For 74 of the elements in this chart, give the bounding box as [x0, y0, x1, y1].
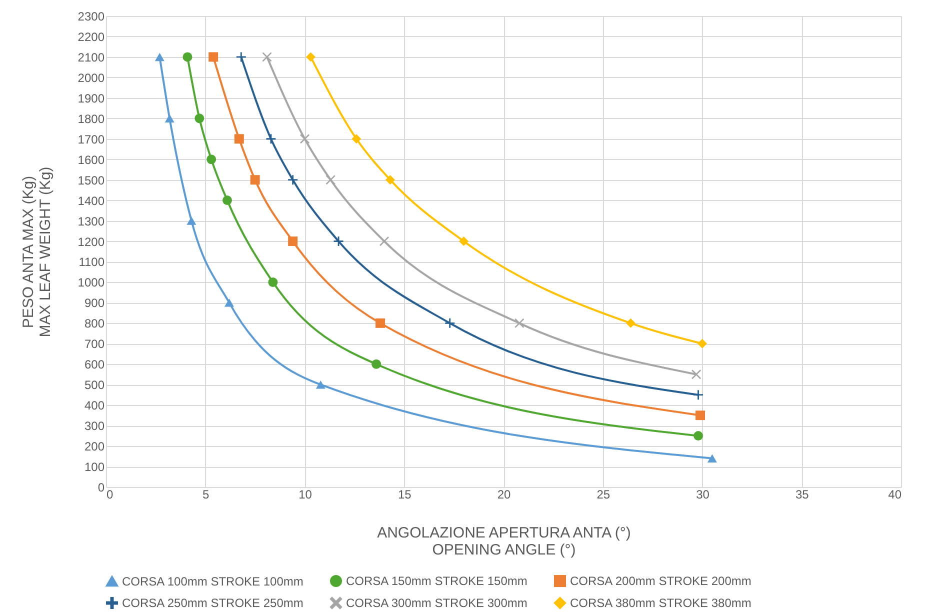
point	[694, 390, 704, 400]
point	[182, 52, 192, 62]
x-axis-title: ANGOLAZIONE APERTURA ANTA (°) OPENING ANGLE (°)	[377, 524, 631, 558]
legend-label: CORSA 250mm STROKE 250mm	[122, 596, 304, 610]
point	[445, 318, 455, 328]
legend-label: CORSA 300mm STROKE 300mm	[346, 596, 528, 610]
point	[194, 114, 204, 124]
x-tick-label: 0	[106, 488, 114, 502]
y-tick-label: 200	[84, 440, 105, 454]
point	[352, 134, 362, 144]
point	[222, 196, 232, 206]
point	[288, 175, 298, 185]
point	[224, 298, 234, 307]
point	[707, 454, 717, 462]
y-tick-label: 2200	[78, 30, 105, 44]
point	[164, 114, 174, 122]
legend-label: CORSA 150mm STROKE 150mm	[346, 574, 528, 588]
y-tick-label: 2100	[78, 50, 105, 64]
point	[236, 52, 246, 62]
y-axis-title: PESO ANTA MAX (Kg) MAX LEAF WEIGHT (Kg)	[20, 166, 54, 338]
legend-label: CORSA 200mm STROKE 200mm	[570, 574, 752, 588]
point	[459, 236, 468, 246]
point	[262, 52, 272, 62]
y-tick-label: 1400	[78, 194, 105, 208]
y-tick-label: 600	[84, 358, 105, 372]
y-tick-label: 800	[84, 316, 105, 331]
y-tick-label: 1000	[78, 276, 105, 290]
point	[694, 431, 704, 441]
point	[372, 359, 382, 369]
point	[288, 236, 298, 246]
legend-label: CORSA 380mm STROKE 380mm	[570, 596, 752, 610]
y-tick-label: 400	[84, 398, 105, 413]
x-tick-label: 15	[398, 488, 412, 502]
legend-label: CORSA 100mm STROKE 100mm	[122, 574, 304, 588]
point	[186, 216, 196, 225]
y-tick-label: 1900	[78, 91, 105, 106]
x-tick-label: 5	[202, 488, 210, 502]
x-tick-label: 35	[795, 488, 810, 502]
x-tick-label: 10	[298, 488, 312, 502]
y-tick-label: 2300	[78, 10, 105, 24]
y-tick-label: 900	[84, 296, 105, 310]
y-tick-label: 1800	[78, 112, 105, 126]
y-tick-label: 1300	[78, 214, 105, 228]
y-tick-label: 100	[84, 460, 105, 474]
point	[696, 410, 706, 420]
point	[268, 277, 278, 287]
point	[306, 52, 316, 62]
point	[206, 154, 216, 164]
point	[385, 175, 395, 185]
y-tick-label: 1700	[78, 132, 105, 146]
point	[300, 134, 310, 144]
point	[626, 318, 636, 328]
point	[692, 370, 702, 380]
y-tick-label: 2000	[78, 70, 105, 85]
point	[326, 175, 336, 185]
y-tick-label: 1200	[78, 234, 105, 249]
x-tick-label: 40	[888, 488, 902, 502]
point	[208, 52, 218, 62]
x-tick-label: 30	[696, 488, 710, 502]
y-tick-label: 500	[84, 378, 105, 392]
point	[250, 175, 260, 185]
y-tick-label: 700	[84, 337, 105, 352]
point	[154, 52, 164, 62]
point	[514, 318, 524, 328]
x-tick-label: 20	[497, 488, 511, 502]
y-tick-label: 300	[84, 419, 105, 434]
y-tick-label: 1100	[78, 255, 105, 270]
y-tick-label: 1500	[78, 173, 105, 188]
point	[698, 338, 707, 348]
point	[316, 380, 326, 389]
x-tick-label: 25	[596, 488, 610, 502]
point	[234, 134, 244, 144]
y-tick-label: 1600	[78, 152, 105, 167]
point	[376, 318, 386, 328]
